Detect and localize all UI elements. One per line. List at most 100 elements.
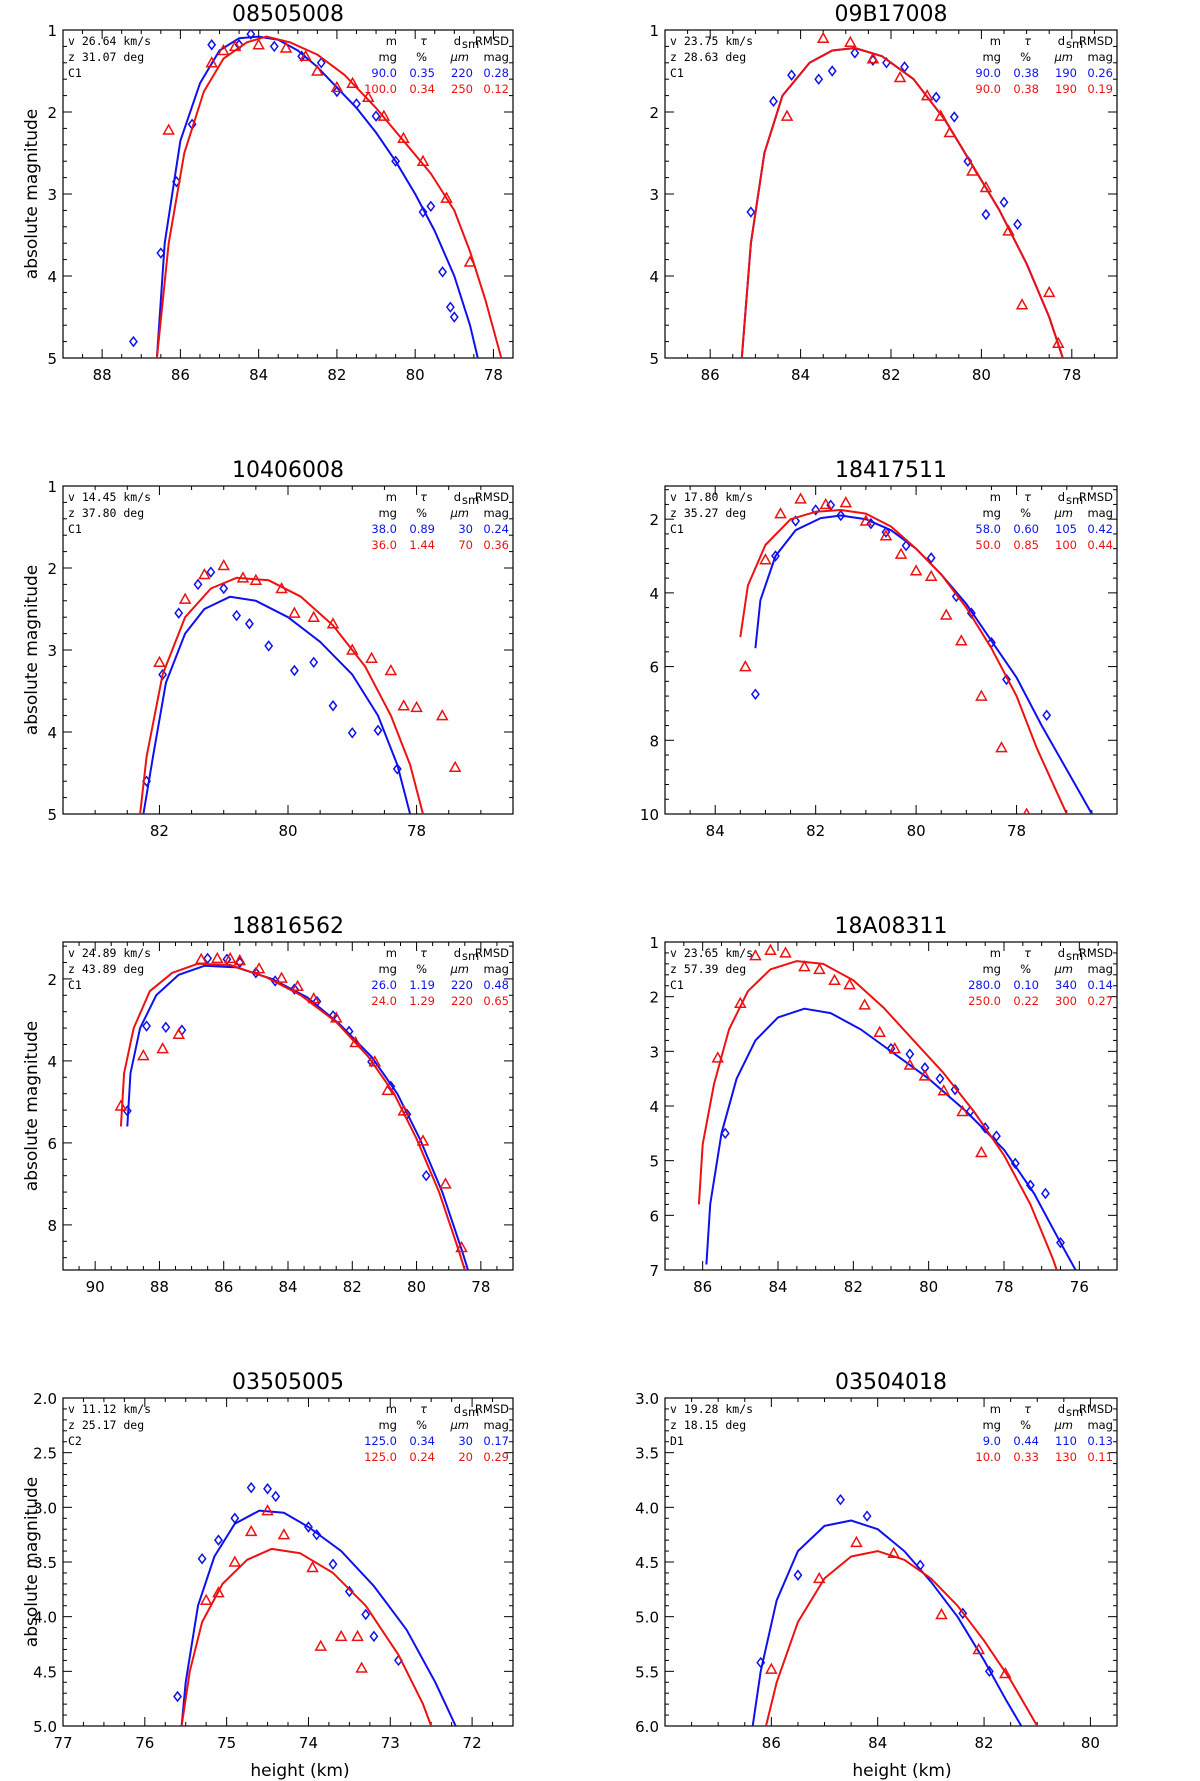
data-point-triangle xyxy=(275,971,288,983)
data-point-diamond xyxy=(1002,673,1011,686)
x-tick-label: 88 xyxy=(93,366,112,384)
y-tick-label: 3 xyxy=(649,1043,659,1061)
data-point-triangle xyxy=(1051,336,1065,348)
data-point-diamond xyxy=(926,552,936,564)
param-value: 0.24 xyxy=(483,522,509,536)
x-tick-label: 82 xyxy=(150,822,169,840)
col-header-rmsd: RMSD xyxy=(475,946,509,960)
data-point-triangle xyxy=(1015,298,1029,310)
data-point-triangle xyxy=(346,76,359,89)
param-value: 0.34 xyxy=(409,1434,435,1448)
data-point-diamond xyxy=(197,1552,207,1565)
data-point-triangle xyxy=(288,606,301,618)
data-point-diamond xyxy=(958,1607,968,1620)
x-tick-label: 75 xyxy=(217,1734,236,1752)
col-header-dsm: d xyxy=(1058,34,1065,48)
data-point-triangle xyxy=(975,689,988,701)
col-header-dsm-sub: sm xyxy=(1066,1405,1083,1419)
param-value: 70 xyxy=(458,538,473,552)
chart-title: 08505008 xyxy=(232,2,344,27)
col-header-rmsd: RMSD xyxy=(475,34,509,48)
data-point-triangle xyxy=(956,1104,969,1117)
data-point-diamond xyxy=(289,983,299,995)
x-tick-label: 84 xyxy=(278,1278,297,1296)
data-point-diamond xyxy=(862,1510,872,1522)
x-tick-label: 84 xyxy=(706,822,725,840)
chart-title: 18417511 xyxy=(835,458,947,483)
param-value: 0.35 xyxy=(409,66,435,80)
param-value: 0.10 xyxy=(1013,978,1039,992)
x-tick-label: 82 xyxy=(881,366,900,384)
data-point-diamond xyxy=(193,578,203,591)
data-point-triangle xyxy=(330,80,344,93)
velocity-label: v 14.45 km/s xyxy=(68,490,151,504)
y-tick-label: 2 xyxy=(47,971,57,989)
data-point-triangle xyxy=(156,1042,169,1054)
data-point-triangle xyxy=(291,979,304,992)
zenith-label: z 43.89 deg xyxy=(68,962,144,976)
x-tick-label: 86 xyxy=(693,1278,712,1296)
data-point-triangle xyxy=(943,125,957,138)
data-point-triangle xyxy=(1002,224,1015,236)
param-value: 220 xyxy=(451,978,473,992)
data-point-diamond xyxy=(449,311,459,323)
class-label: C1 xyxy=(670,66,684,80)
data-point-diamond xyxy=(836,1493,845,1506)
x-tick-label: 84 xyxy=(868,1734,887,1752)
param-value: 20 xyxy=(458,1450,473,1464)
col-header-dsm: d xyxy=(1058,1402,1065,1416)
param-value: 0.28 xyxy=(483,66,509,80)
y-tick-label: 4 xyxy=(47,1053,57,1071)
data-point-triangle xyxy=(937,1084,951,1096)
y-tick-label: 5 xyxy=(47,806,57,824)
y-tick-label: 4 xyxy=(47,724,57,742)
y-tick-label: 4 xyxy=(649,585,659,603)
data-point-diamond xyxy=(128,335,138,348)
data-point-triangle xyxy=(199,1593,213,1606)
data-point-diamond xyxy=(1042,709,1052,721)
data-point-triangle xyxy=(228,39,242,52)
data-point-triangle xyxy=(306,1560,319,1573)
data-point-triangle xyxy=(172,1027,185,1039)
data-point-diamond xyxy=(312,1528,322,1541)
y-tick-label: 5.0 xyxy=(33,1718,57,1736)
data-point-diamond xyxy=(361,1608,371,1621)
data-point-triangle xyxy=(816,31,830,43)
y-tick-label: 5.5 xyxy=(635,1663,659,1681)
class-label: C1 xyxy=(670,522,684,536)
data-point-diamond xyxy=(304,1521,313,1533)
model-curve-red xyxy=(765,1550,1039,1726)
data-point-diamond xyxy=(881,526,891,538)
data-point-diamond xyxy=(793,1569,803,1581)
data-point-triangle xyxy=(194,952,208,964)
col-header-tau: τ xyxy=(1024,490,1031,504)
data-point-triangle xyxy=(866,52,880,64)
data-point-triangle xyxy=(903,1058,917,1070)
data-point-diamond xyxy=(1025,1179,1035,1191)
data-point-triangle xyxy=(1042,285,1056,298)
param-value: 0.60 xyxy=(1013,522,1039,536)
zenith-label: z 57.39 deg xyxy=(670,962,746,976)
data-point-triangle xyxy=(326,617,340,629)
data-point-diamond xyxy=(1010,1157,1020,1170)
model-curve-red xyxy=(180,1547,433,1726)
data-point-diamond xyxy=(344,1585,354,1598)
data-point-triangle xyxy=(349,1035,362,1048)
col-header-rmsd: RMSD xyxy=(1079,490,1113,504)
y-tick-label: 2 xyxy=(649,989,659,1007)
param-value: 0.89 xyxy=(409,522,435,536)
chart-panel-18A08311: 18A08311 86 84 82 80 78 76 1 2 3 4 5 6 7 v 23.65 km/s z… xyxy=(649,914,1118,1296)
y-tick-label: 4.0 xyxy=(635,1499,659,1517)
model-curve-blue xyxy=(751,1519,1023,1726)
data-point-triangle xyxy=(361,90,375,102)
plot-area xyxy=(739,492,1093,814)
data-point-triangle xyxy=(765,1662,778,1674)
data-point-diamond xyxy=(332,85,342,98)
data-point-diamond xyxy=(219,582,229,595)
chart-panel-18417511: 18417511 84 82 80 78 2 4 6 8 10 v 17.80 km/s z 35.2… xyxy=(640,458,1118,840)
data-point-diamond xyxy=(756,1656,766,1669)
unit-m: mg xyxy=(982,50,1001,64)
data-point-triangle xyxy=(351,1629,364,1642)
plot-frame xyxy=(664,1397,1118,1727)
param-value: 0.27 xyxy=(1087,994,1113,1008)
